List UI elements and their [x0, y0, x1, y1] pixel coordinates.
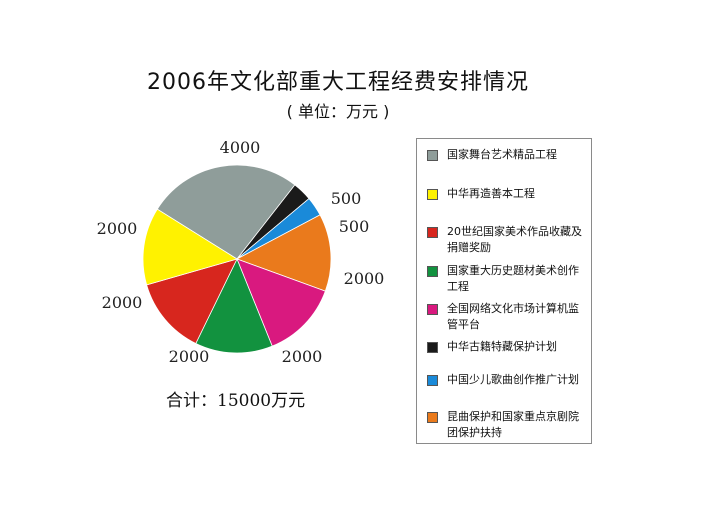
pie-slice-5 [236, 258, 326, 347]
legend-label: 20世纪国家美术作品收藏及捐赠奖励 [447, 225, 582, 254]
legend-label: 中华古籍特藏保护计划 [447, 340, 557, 353]
legend-label: 中国少儿歌曲创作推广计划 [447, 373, 579, 386]
legend-swatch [427, 342, 438, 353]
chart-title: 2006年文化部重大工程经费安排情况 [147, 70, 529, 95]
pie-slice-2 [142, 208, 238, 286]
slice-value-label-1: 4000 [220, 138, 261, 157]
legend-label: 昆曲保护和国家重点京剧院团保护扶持 [447, 410, 579, 439]
legend-label: 国家舞台艺术精品工程 [447, 148, 557, 161]
pie-slice-3 [146, 258, 238, 345]
pie-slice-4 [195, 258, 273, 354]
legend-swatch [427, 189, 438, 200]
chart-subtitle: ( 单位：万元 ) [286, 102, 390, 121]
pie-slice-1 [156, 164, 296, 260]
legend-swatch [427, 304, 438, 315]
slice-value-label-8: 2000 [344, 269, 385, 288]
legend: 国家舞台艺术精品工程 中华再造善本工程 20世纪国家美术作品收藏及捐赠奖励 国家重大历… [416, 138, 592, 444]
legend-swatch [427, 227, 438, 238]
slice-value-label-2: 2000 [97, 219, 138, 238]
slice-value-label-4: 2000 [169, 347, 210, 366]
slice-value-label-3: 2000 [102, 293, 143, 312]
total-label: 合计：15000万元 [166, 391, 306, 411]
legend-swatch [427, 412, 438, 423]
legend-label: 中华再造善本工程 [447, 187, 535, 200]
legend-label: 国家重大历史题材美术创作工程 [447, 264, 579, 293]
slice-value-label-6: 500 [331, 189, 362, 208]
slice-value-label-7: 500 [339, 217, 370, 236]
legend-swatch [427, 150, 438, 161]
legend-label: 全国网络文化市场计算机监管平台 [447, 302, 579, 331]
pie-slice-8 [236, 214, 332, 292]
legend-swatch [427, 266, 438, 277]
legend-swatch [427, 375, 438, 386]
slice-value-label-5: 2000 [282, 347, 323, 366]
